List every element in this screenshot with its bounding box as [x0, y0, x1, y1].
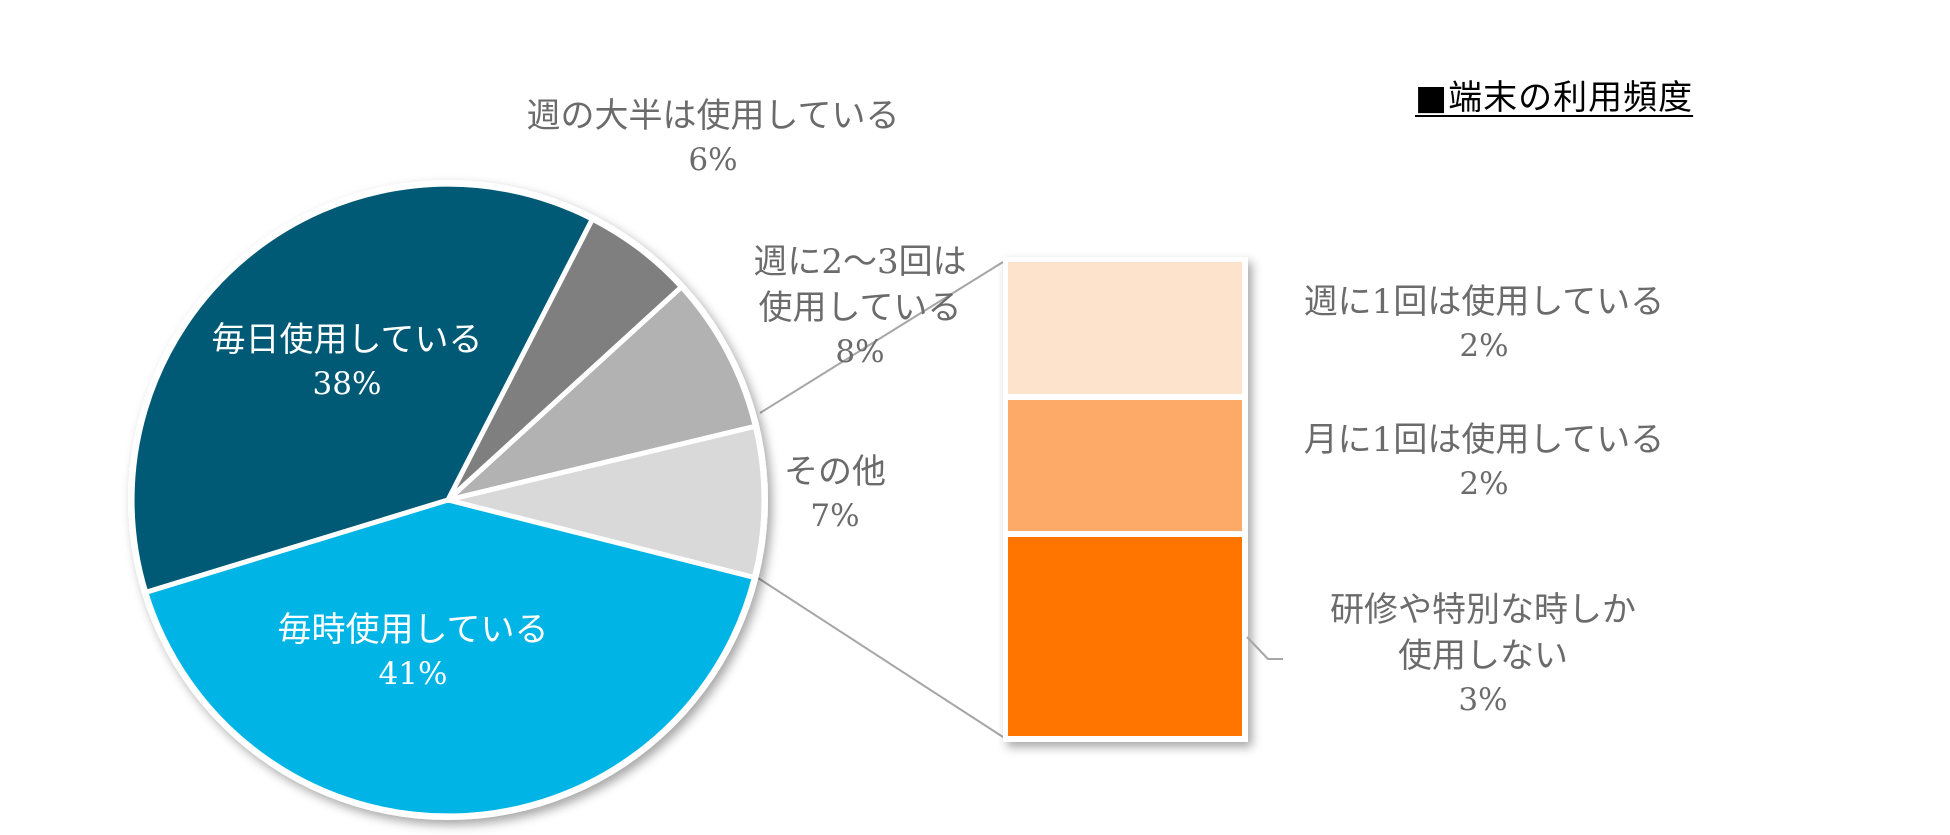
label-monthly-once-pct: 2% — [1459, 465, 1509, 502]
label-monthly-once: 月に1回は使用している 2% — [1304, 418, 1665, 506]
label-weekly-once-text: 週に1回は使用している — [1303, 282, 1665, 322]
connector-line-bottom — [757, 577, 1004, 738]
label-special-pct: 3% — [1458, 681, 1508, 718]
label-weekly-once-pct: 2% — [1459, 327, 1509, 364]
label-two-three-text1: 週に2〜3回は — [753, 242, 967, 282]
label-special-text2: 使用しない — [1398, 635, 1568, 676]
leader-line-special — [1246, 636, 1283, 660]
label-other: その他 7% — [784, 450, 886, 538]
label-hourly-text: 毎時使用している — [277, 610, 549, 650]
label-other-text: その他 — [784, 452, 886, 492]
connector-line-top — [759, 261, 1004, 414]
label-other-pct: 7% — [810, 497, 860, 534]
bar-segment-weekly-once[interactable] — [1008, 262, 1242, 394]
label-special: 研修や特別な時しか 使用しない 3% — [1330, 588, 1636, 722]
label-most-week-text: 週の大半は使用している — [526, 96, 900, 136]
label-daily-pct: 38% — [312, 365, 382, 402]
pie-slice-daily[interactable] — [129, 181, 595, 595]
label-daily-text: 毎日使用している — [211, 320, 483, 360]
label-special-text1: 研修や特別な時しか — [1330, 590, 1636, 630]
label-weekly-once: 週に1回は使用している 2% — [1304, 280, 1665, 368]
chart-title: ■端末の利用頻度 — [1415, 78, 1694, 118]
bar-segment-monthly-once[interactable] — [1008, 400, 1242, 531]
label-hourly: 毎時使用している 41% — [278, 608, 549, 696]
pie-slice-other[interactable] — [445, 423, 767, 580]
label-hourly-pct: 41% — [378, 655, 448, 692]
pie-slice-hourly[interactable] — [143, 497, 757, 819]
label-monthly-once-text: 月に1回は使用している — [1303, 420, 1665, 460]
label-two-three-pct: 8% — [835, 333, 885, 370]
label-two-three: 週に2〜3回は 使用している 8% — [753, 240, 966, 374]
label-most-week: 週の大半は使用している 6% — [527, 94, 900, 182]
label-most-week-pct: 6% — [688, 141, 738, 178]
bar-segment-special[interactable] — [1008, 537, 1242, 736]
label-daily: 毎日使用している 38% — [212, 318, 483, 406]
pie-slice-two-three[interactable] — [445, 284, 758, 503]
label-two-three-text2: 使用している — [758, 287, 962, 328]
